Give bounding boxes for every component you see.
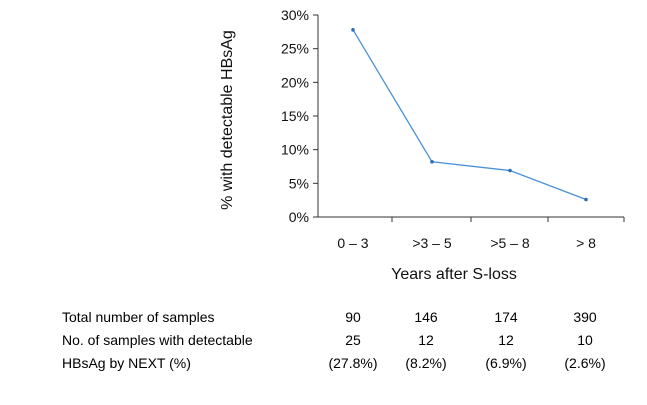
table-cell: 390 [573, 309, 597, 325]
y-tick-label: 10% [281, 142, 309, 158]
table-cell: 25 [345, 332, 361, 348]
y-tick-label: 15% [281, 108, 309, 124]
table-cell: 10 [577, 332, 593, 348]
series-line [352, 29, 587, 201]
line-chart: 0% 5% 10% 15% 20% 25% 30% 0 – 3 >3 – 5 >5 – 8 > 8… [219, 7, 625, 283]
y-tick-label: 5% [289, 175, 309, 191]
data-point [430, 159, 434, 164]
y-axis-title: % with detectable HBsAg [219, 30, 236, 210]
table-cell: (2.6%) [564, 355, 606, 371]
table-cell: 146 [414, 309, 438, 325]
x-tick-label: >3 – 5 [412, 235, 452, 251]
x-tick-label: > 8 [576, 235, 596, 251]
table-cell: (27.8%) [328, 355, 378, 371]
data-point [584, 197, 588, 202]
table-cell: 174 [494, 309, 518, 325]
data-point [508, 168, 512, 173]
y-tick-label: 30% [281, 7, 309, 23]
row-label-total-samples: Total number of samples [62, 309, 215, 325]
table-cell: 12 [498, 332, 514, 348]
x-axis-title: Years after S-loss [391, 266, 517, 283]
row-label-detectable-samples: No. of samples with detectable [62, 332, 253, 348]
table-cell: 12 [418, 332, 434, 348]
row-label-percent-detectable: HBsAg by NEXT (%) [62, 355, 191, 371]
data-points [351, 28, 588, 202]
y-tick-label: 20% [281, 74, 309, 90]
table-cell: (8.2%) [405, 355, 447, 371]
data-point [351, 28, 355, 32]
y-axis-ticks: 0% 5% 10% 15% 20% 25% 30% [281, 7, 318, 225]
table-cell: (6.9%) [485, 355, 527, 371]
x-tick-label: >5 – 8 [490, 235, 530, 251]
y-tick-label: 25% [281, 41, 309, 57]
x-axis-ticks: 0 – 3 >3 – 5 >5 – 8 > 8 [337, 217, 625, 251]
y-tick-label: 0% [289, 209, 309, 225]
table-cell: 90 [345, 309, 361, 325]
x-tick-label: 0 – 3 [337, 235, 368, 251]
